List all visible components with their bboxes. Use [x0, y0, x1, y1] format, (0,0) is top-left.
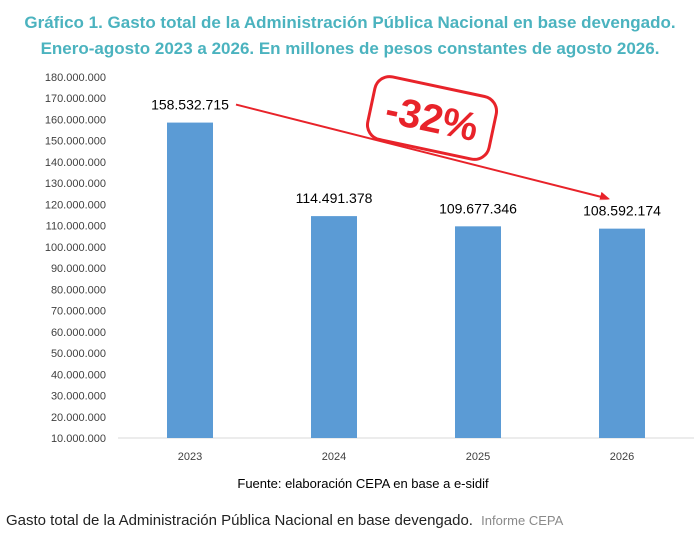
data-label-text: 109.677.346 — [439, 200, 517, 216]
y-tick-label: 70.000.000 — [51, 306, 106, 318]
percent-badge: -32% — [365, 75, 499, 161]
figure-caption: Gasto total de la Administración Pública… — [6, 512, 563, 529]
data-label: 158.532.715 — [146, 93, 234, 116]
bar-chart: 10.000.000 20.000.000 30.000.000 40.000.000… — [45, 72, 694, 491]
data-label-text: 108.592.174 — [583, 203, 661, 219]
trend-arrow — [235, 103, 610, 202]
chart-title: Gráfico 1. Gasto total de la Administrac… — [0, 10, 700, 62]
data-label-box — [146, 93, 234, 116]
caption-text: Gasto total de la Administración Pública… — [6, 512, 473, 529]
y-tick-label: 10.000.000 — [51, 433, 106, 445]
caption-credit: Informe CEPA — [481, 513, 564, 528]
y-tick-label: 100.000.000 — [45, 242, 106, 254]
bar — [599, 228, 645, 438]
data-label-text: 114.491.378 — [296, 190, 373, 206]
y-tick-label: 150.000.000 — [45, 136, 106, 148]
y-tick-label: 40.000.000 — [51, 369, 106, 381]
y-tick-label: 80.000.000 — [51, 284, 106, 296]
y-tick-label: 160.000.000 — [45, 114, 106, 126]
data-label: 114.491.378 — [290, 187, 378, 210]
x-tick-label: 2024 — [322, 451, 346, 463]
y-tick-label: 30.000.000 — [51, 391, 106, 403]
y-tick-label: 120.000.000 — [45, 199, 106, 211]
bar — [167, 122, 213, 438]
data-labels: 158.532.715 114.491.378 109.677.346 108.592… — [146, 93, 666, 222]
data-label-box — [290, 187, 378, 210]
data-label-box — [434, 197, 522, 220]
chart-title-line-2: Enero-agosto 2023 a 2026. En millones de… — [40, 39, 660, 58]
y-tick-label: 180.000.000 — [45, 72, 106, 84]
data-label-text: 158.532.715 — [151, 97, 229, 113]
y-tick-label: 90.000.000 — [51, 263, 106, 275]
bars — [167, 122, 645, 438]
y-tick-label: 130.000.000 — [45, 178, 106, 190]
bar — [311, 216, 357, 438]
y-tick-label: 50.000.000 — [51, 348, 106, 360]
y-axis: 10.000.000 20.000.000 30.000.000 40.000.000… — [45, 72, 106, 445]
y-tick-label: 170.000.000 — [45, 93, 106, 105]
data-label-box — [578, 199, 666, 222]
y-tick-label: 140.000.000 — [45, 157, 106, 169]
y-tick-label: 60.000.000 — [51, 327, 106, 339]
bar — [455, 226, 501, 438]
x-axis: 2023 2024 2025 2026 — [178, 451, 634, 463]
x-tick-label: 2025 — [466, 451, 490, 463]
y-tick-label: 110.000.000 — [46, 221, 106, 233]
y-tick-label: 20.000.000 — [51, 412, 106, 424]
data-label: 108.592.174 — [578, 199, 666, 222]
chart-title-line-1: Gráfico 1. Gasto total de la Administrac… — [24, 13, 676, 32]
source-note: Fuente: elaboración CEPA en base a e-sid… — [237, 476, 489, 491]
x-tick-label: 2023 — [178, 451, 202, 463]
x-tick-label: 2026 — [610, 451, 634, 463]
data-label: 109.677.346 — [434, 197, 522, 220]
